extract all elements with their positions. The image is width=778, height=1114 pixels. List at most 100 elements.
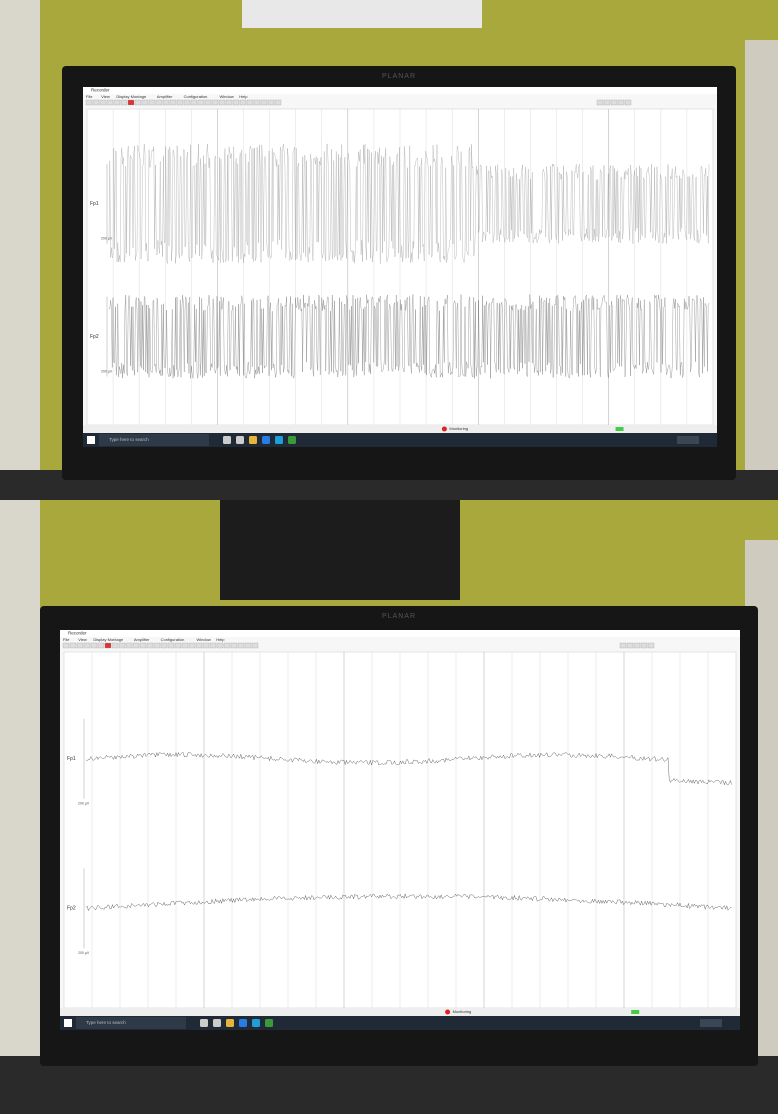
toolbar-button[interactable] <box>99 99 107 106</box>
toolbar-button[interactable] <box>69 642 77 649</box>
window-title: Recorder <box>68 631 87 636</box>
toolbar-button[interactable] <box>610 99 618 106</box>
toolbar-button[interactable] <box>176 99 184 106</box>
toolbar-button[interactable] <box>626 642 634 649</box>
toolbar-button[interactable] <box>83 642 91 649</box>
toolbar-button[interactable] <box>197 99 205 106</box>
taskbar-icon[interactable] <box>226 1019 234 1027</box>
toolbar-button[interactable] <box>237 642 245 649</box>
taskbar-icon[interactable] <box>265 1019 273 1027</box>
menu-item[interactable]: Amplifier <box>134 637 150 642</box>
toolbar-button[interactable] <box>251 642 259 649</box>
toolbar-button[interactable] <box>125 642 133 649</box>
menu-item[interactable]: Window <box>197 637 211 642</box>
menu-item[interactable]: View <box>78 637 87 642</box>
toolbar-button[interactable] <box>141 99 149 106</box>
search-box[interactable] <box>76 1017 186 1029</box>
toolbar-button[interactable] <box>223 642 231 649</box>
toolbar-button[interactable] <box>624 99 632 106</box>
toolbar-button[interactable] <box>647 642 655 649</box>
toolbar-button[interactable] <box>183 99 191 106</box>
menu-item[interactable]: Configuration <box>184 94 208 99</box>
toolbar-button[interactable] <box>62 642 70 649</box>
toolbar-button[interactable] <box>267 99 275 106</box>
tray-clock <box>700 1019 722 1027</box>
toolbar-button[interactable] <box>167 642 175 649</box>
menu-item[interactable]: File <box>63 637 70 642</box>
toolbar-button[interactable] <box>155 99 163 106</box>
toolbar-button[interactable] <box>92 99 100 106</box>
taskbar-icon[interactable] <box>249 436 257 444</box>
menu-item[interactable]: File <box>86 94 93 99</box>
toolbar-button[interactable] <box>148 99 156 106</box>
menu-item[interactable]: Display Montage <box>93 637 124 642</box>
toolbar-button[interactable] <box>617 99 625 106</box>
taskbar-icon[interactable] <box>213 1019 221 1027</box>
toolbar-button[interactable] <box>603 99 611 106</box>
toolbar-button[interactable] <box>253 99 261 106</box>
toolbar-button[interactable] <box>134 99 142 106</box>
toolbar-button[interactable] <box>225 99 233 106</box>
menu-item[interactable]: Display Montage <box>116 94 147 99</box>
toolbar-button[interactable] <box>162 99 170 106</box>
toolbar-button[interactable] <box>139 642 147 649</box>
toolbar-button[interactable] <box>619 642 627 649</box>
start-button[interactable] <box>64 1019 72 1027</box>
menu-item[interactable]: Configuration <box>161 637 185 642</box>
toolbar-button[interactable] <box>118 642 126 649</box>
menu-item[interactable]: Window <box>220 94 234 99</box>
toolbar-button[interactable] <box>244 642 252 649</box>
toolbar-button[interactable] <box>169 99 177 106</box>
toolbar-button[interactable] <box>209 642 217 649</box>
menu-item[interactable]: Help <box>239 94 248 99</box>
taskbar-icon[interactable] <box>288 436 296 444</box>
tray-clock <box>677 436 699 444</box>
toolbar-button[interactable] <box>104 642 112 649</box>
taskbar-icon[interactable] <box>262 436 270 444</box>
toolbar-button[interactable] <box>85 99 93 106</box>
toolbar-button[interactable] <box>216 642 224 649</box>
toolbar-button[interactable] <box>181 642 189 649</box>
menu-item[interactable]: View <box>101 94 110 99</box>
toolbar-button[interactable] <box>218 99 226 106</box>
toolbar-button[interactable] <box>274 99 282 106</box>
toolbar-button[interactable] <box>146 642 154 649</box>
taskbar-icon[interactable] <box>236 436 244 444</box>
toolbar-button[interactable] <box>246 99 254 106</box>
title-bar <box>60 630 740 637</box>
taskbar-icon[interactable] <box>252 1019 260 1027</box>
toolbar-button[interactable] <box>113 99 121 106</box>
taskbar-icon[interactable] <box>223 436 231 444</box>
toolbar-button[interactable] <box>195 642 203 649</box>
toolbar-button[interactable] <box>232 99 240 106</box>
toolbar-button[interactable] <box>596 99 604 106</box>
toolbar-button[interactable] <box>127 99 135 106</box>
taskbar-icon[interactable] <box>239 1019 247 1027</box>
toolbar-button[interactable] <box>111 642 119 649</box>
toolbar-button[interactable] <box>174 642 182 649</box>
toolbar-button[interactable] <box>76 642 84 649</box>
menu-item[interactable]: Help <box>216 637 225 642</box>
toolbar-button[interactable] <box>204 99 212 106</box>
toolbar-button[interactable] <box>190 99 198 106</box>
toolbar-button[interactable] <box>120 99 128 106</box>
toolbar-button[interactable] <box>211 99 219 106</box>
toolbar-button[interactable] <box>230 642 238 649</box>
toolbar-button[interactable] <box>153 642 161 649</box>
toolbar-button[interactable] <box>633 642 641 649</box>
toolbar-button[interactable] <box>188 642 196 649</box>
taskbar-icon[interactable] <box>200 1019 208 1027</box>
toolbar-button[interactable] <box>160 642 168 649</box>
start-button[interactable] <box>87 436 95 444</box>
toolbar-button[interactable] <box>202 642 210 649</box>
toolbar-button[interactable] <box>90 642 98 649</box>
search-box[interactable] <box>99 434 209 446</box>
menu-item[interactable]: Amplifier <box>157 94 173 99</box>
taskbar-icon[interactable] <box>275 436 283 444</box>
toolbar-button[interactable] <box>97 642 105 649</box>
toolbar-button[interactable] <box>640 642 648 649</box>
toolbar-button[interactable] <box>260 99 268 106</box>
toolbar-button[interactable] <box>239 99 247 106</box>
toolbar-button[interactable] <box>106 99 114 106</box>
toolbar-button[interactable] <box>132 642 140 649</box>
